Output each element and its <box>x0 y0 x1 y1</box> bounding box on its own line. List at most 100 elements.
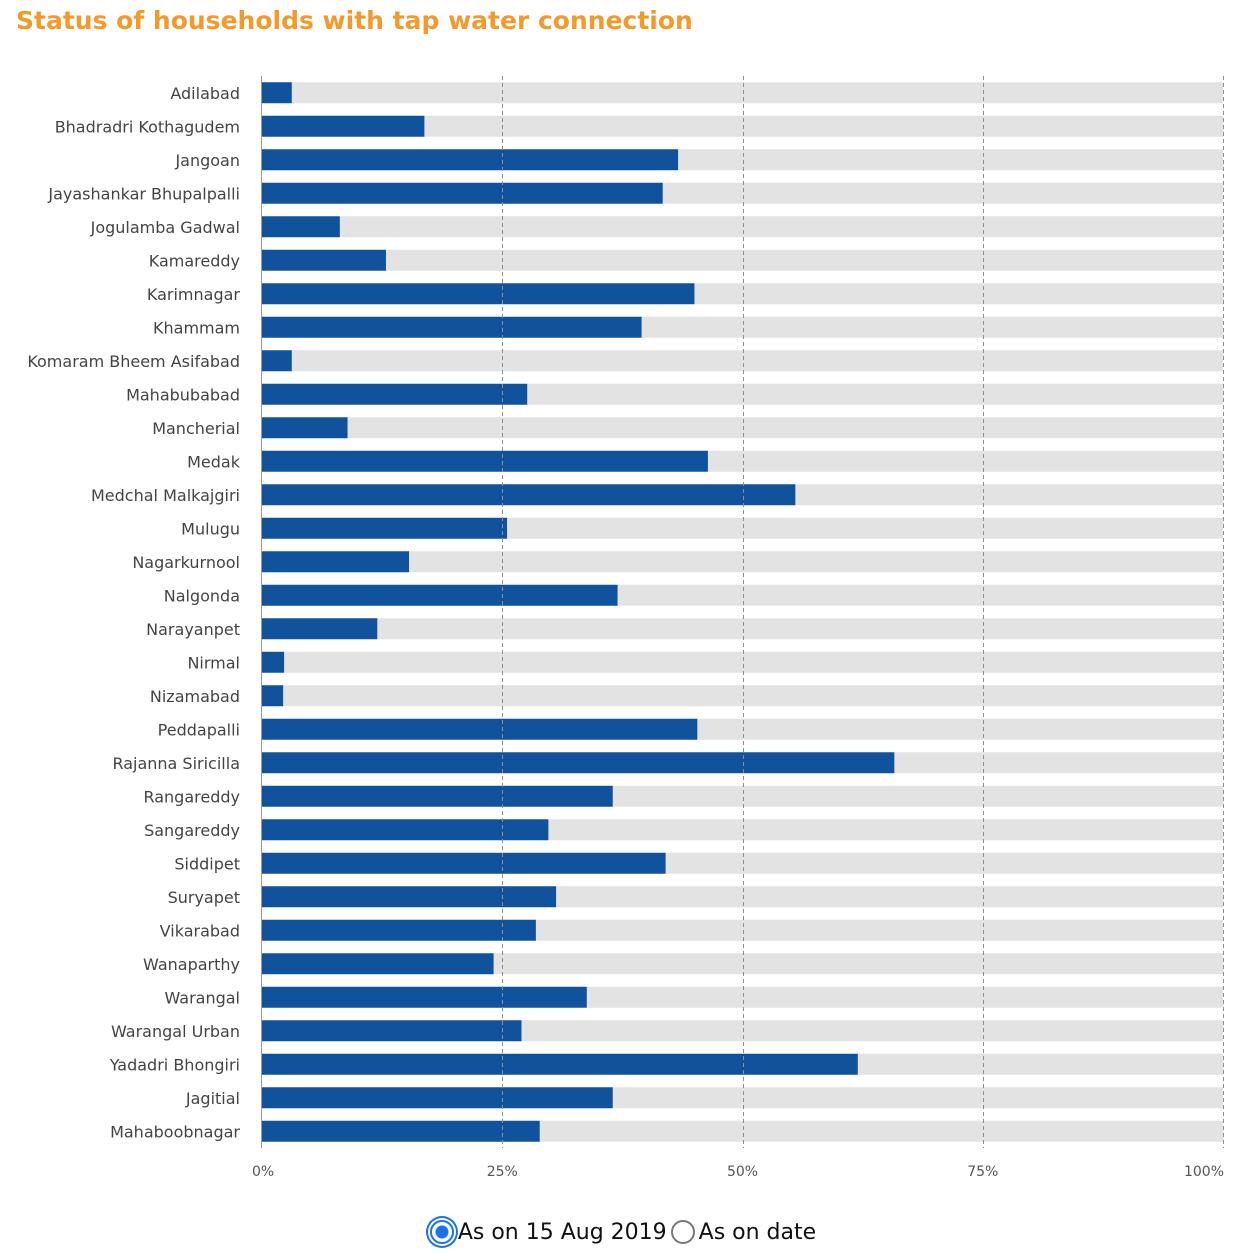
chart-title: Status of households with tap water conn… <box>16 6 693 35</box>
bar-with-connection[interactable] <box>262 986 587 1008</box>
bar-with-connection[interactable] <box>262 953 494 975</box>
bar-remaining[interactable] <box>707 450 1223 472</box>
category-label: Nirmal <box>187 653 240 672</box>
category-label: Rajanna Siricilla <box>112 754 240 773</box>
bar-with-connection[interactable] <box>262 752 895 774</box>
category-label: Bhadradri Kothagudem <box>55 117 240 136</box>
category-label: Vikarabad <box>160 921 240 940</box>
category-label: Medchal Malkajgiri <box>91 486 240 505</box>
category-label: Suryapet <box>168 888 240 907</box>
bar-remaining[interactable] <box>617 584 1223 606</box>
bar-remaining[interactable] <box>586 986 1223 1008</box>
category-label: Rangareddy <box>143 787 240 806</box>
bar-with-connection[interactable] <box>262 484 796 506</box>
radio-selected-icon[interactable] <box>429 1220 454 1244</box>
bar-remaining[interactable] <box>641 316 1223 338</box>
bar-with-connection[interactable] <box>262 417 348 439</box>
legend-option-on-date[interactable]: As on date <box>670 1219 817 1245</box>
bar-remaining[interactable] <box>409 551 1224 573</box>
bar-remaining[interactable] <box>612 785 1223 807</box>
bar-remaining[interactable] <box>612 1087 1223 1109</box>
x-tick-label: 25% <box>487 1164 518 1180</box>
bar-remaining[interactable] <box>339 216 1223 238</box>
category-label: Jagitial <box>185 1089 240 1108</box>
bar-with-connection[interactable] <box>262 852 666 874</box>
bar-with-connection[interactable] <box>262 1053 858 1075</box>
bar-remaining[interactable] <box>539 1120 1223 1142</box>
category-label: Yadadri Bhongiri <box>109 1055 240 1074</box>
bar-remaining[interactable] <box>291 82 1223 104</box>
category-label: Adilabad <box>170 84 240 103</box>
category-label: Kamareddy <box>149 251 240 270</box>
bar-with-connection[interactable] <box>262 316 642 338</box>
bar-remaining[interactable] <box>894 752 1223 774</box>
category-label: Jangoan <box>174 151 240 170</box>
bar-remaining[interactable] <box>521 1020 1223 1042</box>
radio-unselected-icon[interactable] <box>670 1220 695 1244</box>
bar-remaining[interactable] <box>535 919 1223 941</box>
x-tick-label: 50% <box>727 1164 758 1180</box>
bar-remaining[interactable] <box>556 886 1223 908</box>
bar-with-connection[interactable] <box>262 551 410 573</box>
legend-option-label: As on 15 Aug 2019 <box>457 1219 667 1245</box>
bar-with-connection[interactable] <box>262 1087 613 1109</box>
bar-with-connection[interactable] <box>262 718 698 740</box>
bar-with-connection[interactable] <box>262 618 378 640</box>
category-label: Medak <box>187 452 241 471</box>
bar-remaining[interactable] <box>527 383 1223 405</box>
bar-remaining[interactable] <box>424 115 1223 137</box>
category-label: Wanaparthy <box>143 955 240 974</box>
bar-remaining[interactable] <box>665 852 1223 874</box>
bar-remaining[interactable] <box>857 1053 1223 1075</box>
category-label: Mancherial <box>152 419 240 438</box>
bar-with-connection[interactable] <box>262 1020 522 1042</box>
legend-option-label: As on date <box>698 1219 817 1245</box>
bar-with-connection[interactable] <box>262 82 292 104</box>
bar-remaining[interactable] <box>283 685 1224 707</box>
x-tick-label: 0% <box>252 1164 274 1180</box>
bar-with-connection[interactable] <box>262 517 508 539</box>
bar-remaining[interactable] <box>697 718 1223 740</box>
bar-chart: Adilabad Bhadradri Kothagudem Jangoan Jayas… <box>27 76 1224 1180</box>
bar-with-connection[interactable] <box>262 283 695 305</box>
bar-remaining[interactable] <box>694 283 1223 305</box>
legend-option-aug-2019[interactable]: As on 15 Aug 2019 <box>429 1219 667 1245</box>
legend: As on 15 Aug 2019 As on date <box>0 1212 1246 1252</box>
bar-with-connection[interactable] <box>262 249 386 271</box>
category-label: Narayanpet <box>146 620 240 639</box>
bar-with-connection[interactable] <box>262 685 284 707</box>
category-label: Jayashankar Bhupalpalli <box>47 184 240 203</box>
bar-remaining[interactable] <box>795 484 1223 506</box>
bar-with-connection[interactable] <box>262 216 340 238</box>
bar-remaining[interactable] <box>548 819 1223 841</box>
bar-remaining[interactable] <box>291 350 1223 372</box>
bar-remaining[interactable] <box>347 417 1223 439</box>
bar-with-connection[interactable] <box>262 383 528 405</box>
bar-with-connection[interactable] <box>262 149 679 171</box>
bar-with-connection[interactable] <box>262 785 613 807</box>
x-tick-label: 75% <box>967 1164 998 1180</box>
bar-with-connection[interactable] <box>262 919 536 941</box>
bar-with-connection[interactable] <box>262 584 618 606</box>
bar-remaining[interactable] <box>678 149 1223 171</box>
bar-with-connection[interactable] <box>262 115 425 137</box>
bar-remaining[interactable] <box>377 618 1223 640</box>
bar-remaining[interactable] <box>493 953 1223 975</box>
category-label: Mulugu <box>181 519 240 538</box>
bar-with-connection[interactable] <box>262 450 708 472</box>
bar-with-connection[interactable] <box>262 886 557 908</box>
bar-remaining[interactable] <box>507 517 1223 539</box>
bar-remaining[interactable] <box>662 182 1223 204</box>
category-label: Warangal <box>164 988 240 1007</box>
bar-remaining[interactable] <box>284 651 1223 673</box>
category-label: Mahaboobnagar <box>110 1122 240 1141</box>
bar-remaining[interactable] <box>385 249 1223 271</box>
category-label: Khammam <box>153 318 240 337</box>
category-label: Jogulamba Gadwal <box>90 218 240 237</box>
bar-with-connection[interactable] <box>262 182 663 204</box>
bar-with-connection[interactable] <box>262 819 549 841</box>
category-label: Peddapalli <box>158 720 240 739</box>
bar-with-connection[interactable] <box>262 350 292 372</box>
bar-with-connection[interactable] <box>262 651 285 673</box>
bar-with-connection[interactable] <box>262 1120 540 1142</box>
